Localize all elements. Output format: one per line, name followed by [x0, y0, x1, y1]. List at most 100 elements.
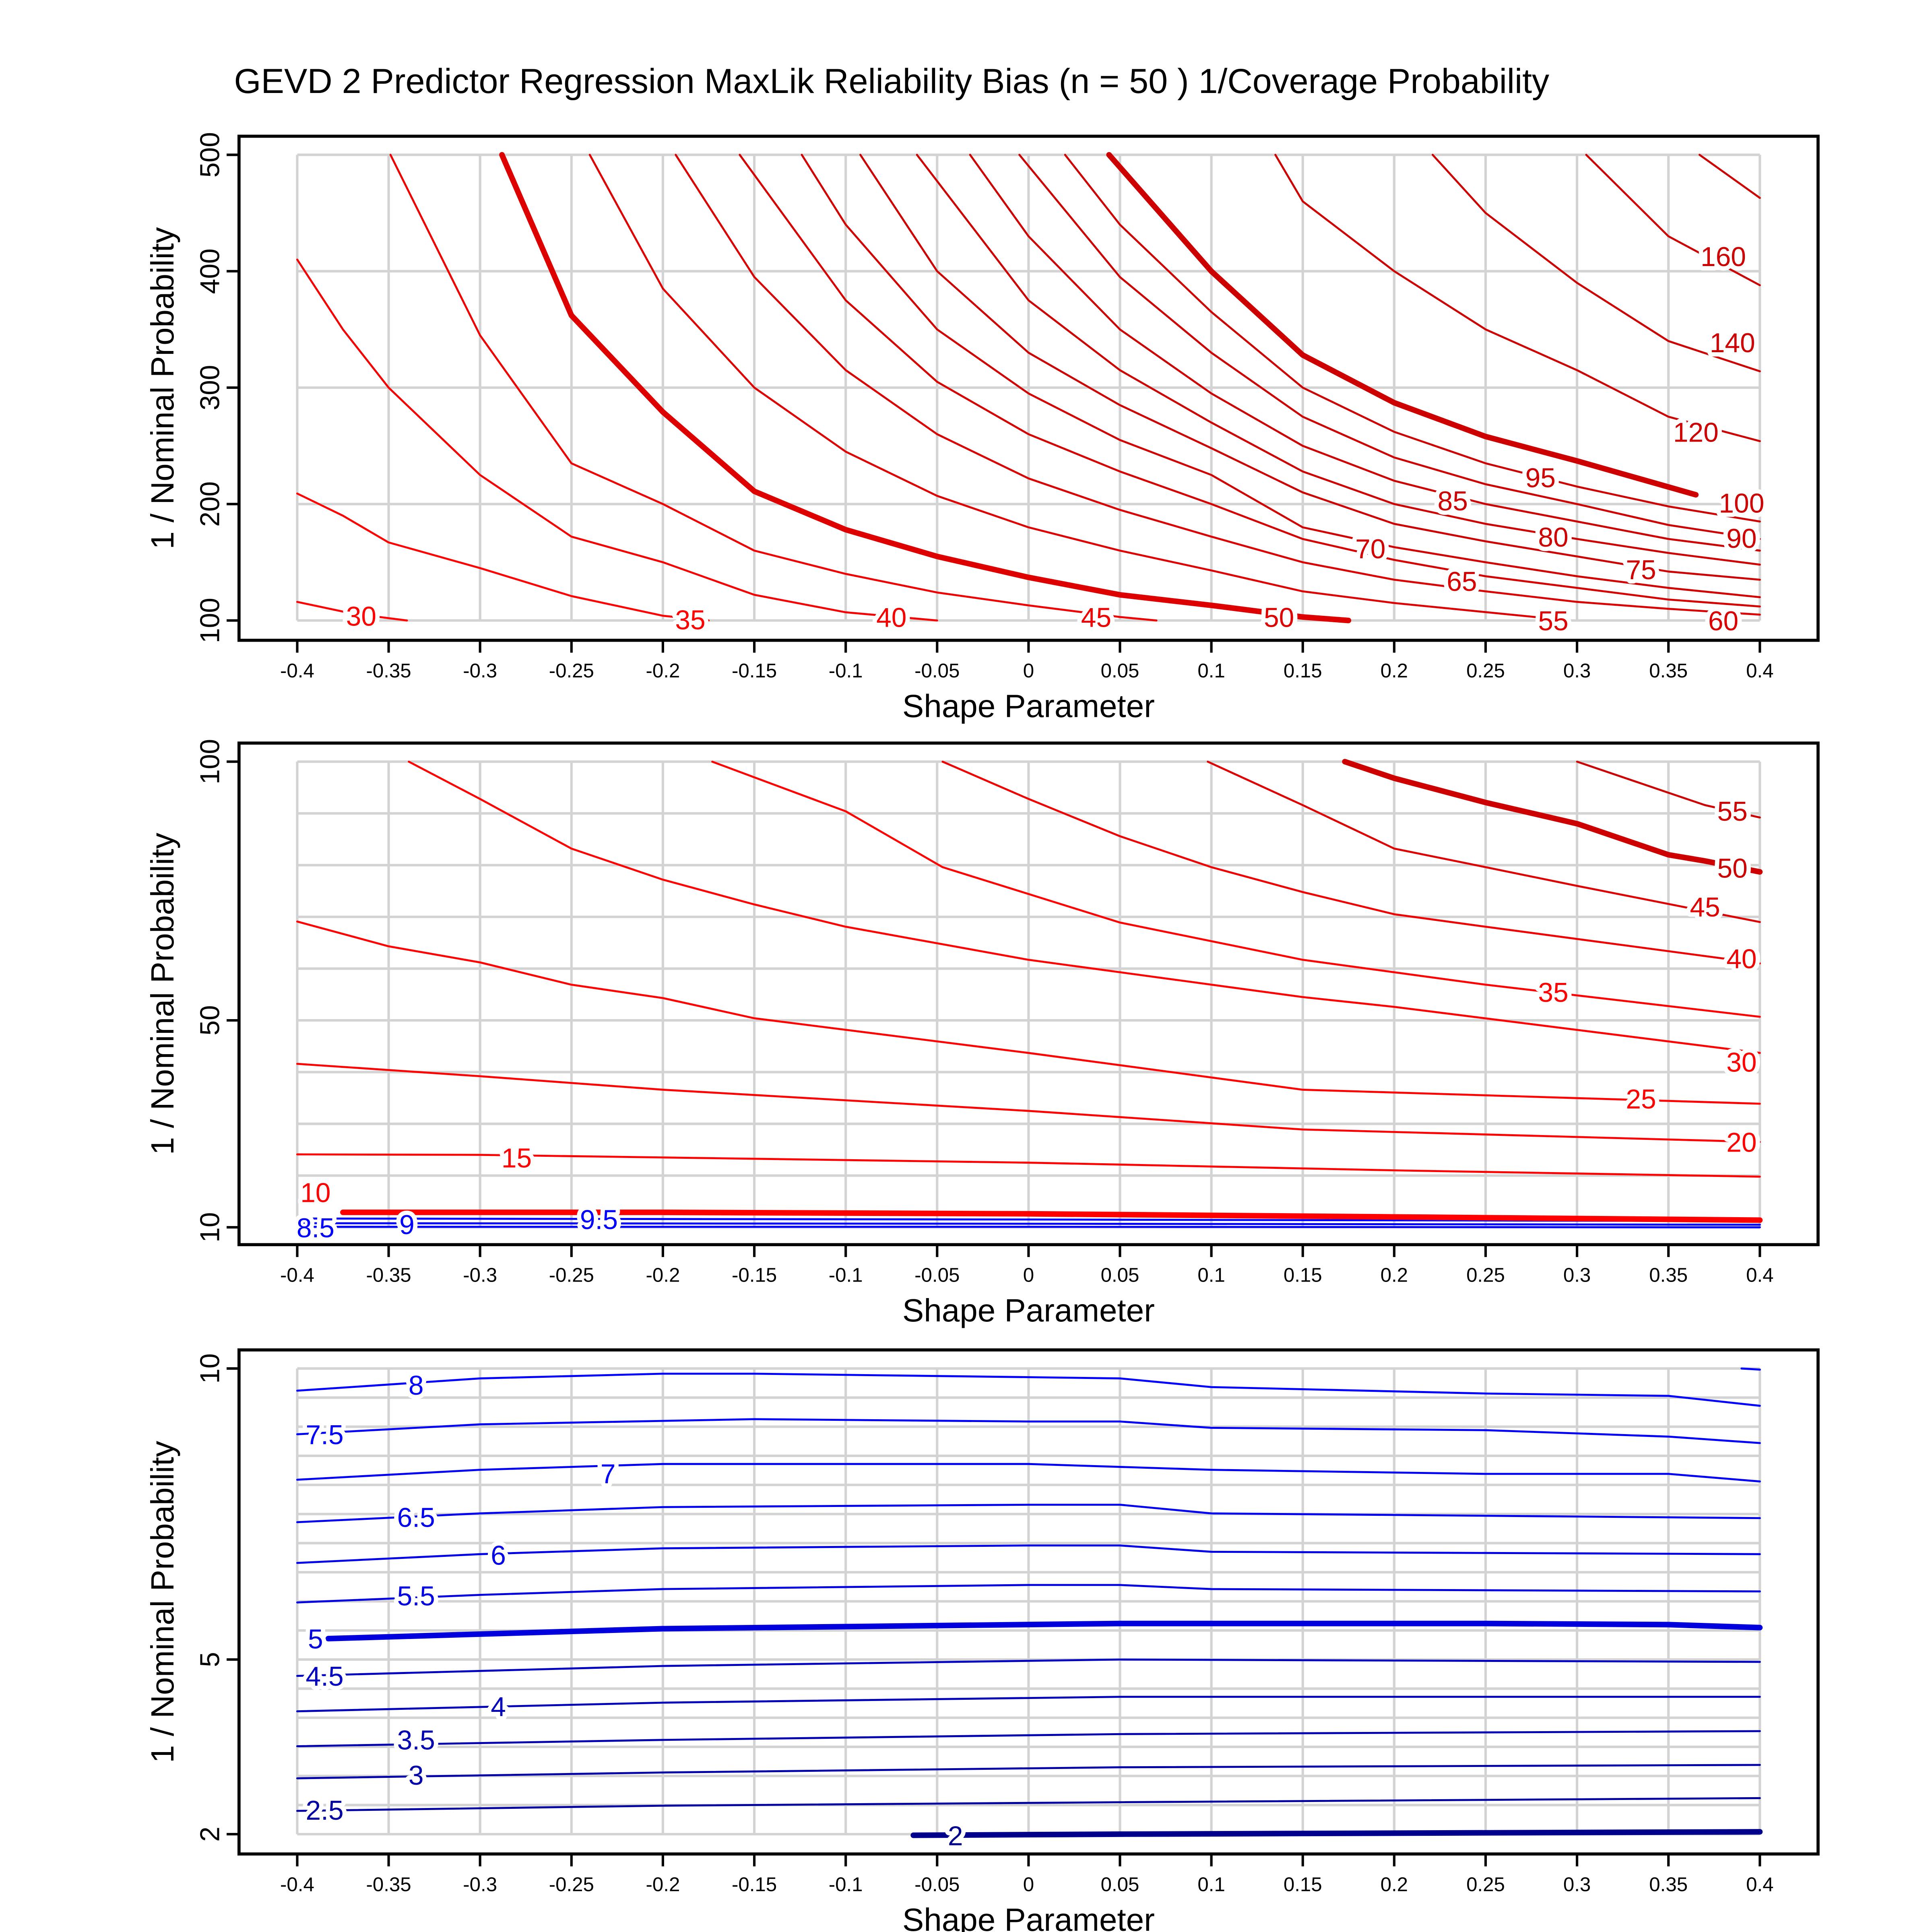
grid — [296, 1367, 1761, 1835]
y-tick-label: 400 — [195, 248, 225, 294]
contour-label-40: 40 — [876, 603, 906, 633]
contour-line-50 — [1342, 759, 1763, 875]
x-tick-label: 0 — [1023, 1264, 1034, 1286]
contour-line-2.5 — [296, 1797, 1761, 1812]
y-tick-label: 50 — [195, 1005, 225, 1035]
x-tick-label: -0.1 — [829, 1264, 863, 1286]
contour-line-4.5 — [296, 1658, 1761, 1677]
contour-label-3.5: 3.5 — [397, 1726, 435, 1756]
contour-label-30: 30 — [1726, 1047, 1757, 1077]
contour-line-20 — [296, 1063, 1761, 1143]
x-tick-label: 0.3 — [1563, 660, 1591, 682]
contour-label-6.5: 6.5 — [397, 1503, 435, 1533]
contour-label-35: 35 — [1538, 978, 1568, 1008]
contour-line-85 — [969, 154, 1761, 552]
grid — [296, 760, 1761, 1229]
x-tick-label: 0.1 — [1197, 1873, 1225, 1895]
contour-line-30 — [408, 760, 1761, 1054]
x-tick-label: -0.4 — [280, 1873, 314, 1895]
contour-lines — [296, 152, 1761, 623]
x-tick-label: 0.35 — [1649, 1264, 1688, 1286]
contour-label-30: 30 — [346, 602, 376, 632]
contour-label-7.5: 7.5 — [306, 1420, 344, 1450]
contour-label-45: 45 — [1081, 603, 1111, 633]
x-tick-label: 0.15 — [1284, 660, 1322, 682]
contour-line-35 — [711, 760, 1761, 1018]
contour-label-45: 45 — [1690, 892, 1720, 923]
contour-label-15: 15 — [502, 1143, 532, 1173]
panel-3: 2 2.5 3 3.5 4 4.5 5 5.5 6 6.5 7 7.5 8 -0.4 -0.35 -0.3 -0… — [144, 1348, 1820, 1932]
x-tick-label: -0.2 — [646, 1873, 680, 1895]
contour-label-60: 60 — [1708, 606, 1738, 636]
y-tick-label: 5 — [195, 1652, 225, 1667]
contour-line-160 — [1585, 154, 1761, 287]
contour-line-95 — [1064, 154, 1761, 523]
contour-label-9: 9 — [399, 1210, 415, 1240]
contour-label-95: 95 — [1525, 463, 1556, 493]
contour-line-70 — [801, 154, 1761, 599]
x-axis-title: Shape Parameter — [902, 1292, 1155, 1328]
contour-line-3.5 — [296, 1730, 1761, 1747]
x-tick-label: 0.4 — [1746, 1873, 1773, 1895]
contour-label-10: 10 — [300, 1178, 330, 1208]
x-axis-title: Shape Parameter — [902, 688, 1155, 724]
contour-line-60 — [675, 154, 1761, 616]
contour-line-7 — [296, 1463, 1761, 1483]
contour-line-6 — [296, 1544, 1761, 1564]
contour-label-4.5: 4.5 — [306, 1662, 344, 1692]
contour-label-5: 5 — [308, 1624, 323, 1655]
contour-label-8: 8 — [409, 1371, 424, 1401]
x-tick-label: 0.05 — [1101, 660, 1139, 682]
contour-label-90: 90 — [1726, 524, 1757, 554]
x-tick-label: -0.35 — [366, 1873, 411, 1895]
contour-line-15 — [296, 1153, 1761, 1178]
x-tick-label: 0.25 — [1466, 1873, 1505, 1895]
contour-label-9.5: 9.5 — [580, 1205, 618, 1235]
contour-lines — [296, 759, 1763, 1228]
contour-line-9 — [296, 1222, 1761, 1226]
contour-label-20: 20 — [1726, 1128, 1757, 1158]
contour-line-100 — [1106, 152, 1699, 498]
x-tick-label: -0.15 — [732, 1264, 777, 1286]
contour-line-140 — [1431, 154, 1761, 372]
contour-line-2 — [910, 1829, 1763, 1838]
contour-label-140: 140 — [1710, 328, 1755, 358]
contour-line-180 — [1699, 154, 1761, 199]
y-tick-label: 200 — [195, 481, 225, 527]
contour-label-65: 65 — [1447, 567, 1477, 597]
x-tick-label: -0.35 — [366, 660, 411, 682]
y-axis-title: 1 / Nominal Probability — [144, 227, 180, 549]
x-tick-label: -0.25 — [549, 1873, 594, 1895]
contour-label-35: 35 — [675, 605, 705, 635]
x-tick-label: 0.35 — [1649, 1873, 1688, 1895]
x-tick-label: 0.25 — [1466, 1264, 1505, 1286]
contour-label-50: 50 — [1264, 603, 1294, 633]
x-tick-label: 0.35 — [1649, 660, 1688, 682]
x-tick-label: -0.2 — [646, 1264, 680, 1286]
contour-line-50 — [499, 152, 1352, 623]
contour-label-50: 50 — [1717, 853, 1748, 883]
contour-label-100: 100 — [1719, 488, 1764, 518]
contour-line-120 — [1274, 154, 1761, 442]
x-tick-label: -0.3 — [463, 660, 497, 682]
x-tick-label: 0.15 — [1284, 1264, 1322, 1286]
x-tick-label: -0.4 — [280, 660, 314, 682]
contour-label-5.5: 5.5 — [397, 1581, 435, 1612]
x-tick-label: -0.3 — [463, 1264, 497, 1286]
y-tick-label: 300 — [195, 365, 225, 411]
y-axis-title: 1 / Nominal Probability — [144, 833, 180, 1155]
x-tick-label: -0.3 — [463, 1873, 497, 1895]
y-tick-label: 500 — [195, 132, 225, 178]
contour-line-90 — [1018, 154, 1761, 540]
x-tick-label: 0.2 — [1381, 1873, 1408, 1895]
x-tick-label: 0.05 — [1101, 1873, 1139, 1895]
contour-line-30 — [296, 601, 408, 622]
contour-label-2.5: 2.5 — [306, 1796, 344, 1826]
x-tick-label: -0.15 — [732, 1873, 777, 1895]
y-tick-label: 2 — [195, 1827, 225, 1842]
contour-label-8.5: 8.5 — [297, 1213, 334, 1243]
contour-label-40: 40 — [1726, 944, 1757, 974]
x-tick-label: 0.4 — [1746, 660, 1773, 682]
